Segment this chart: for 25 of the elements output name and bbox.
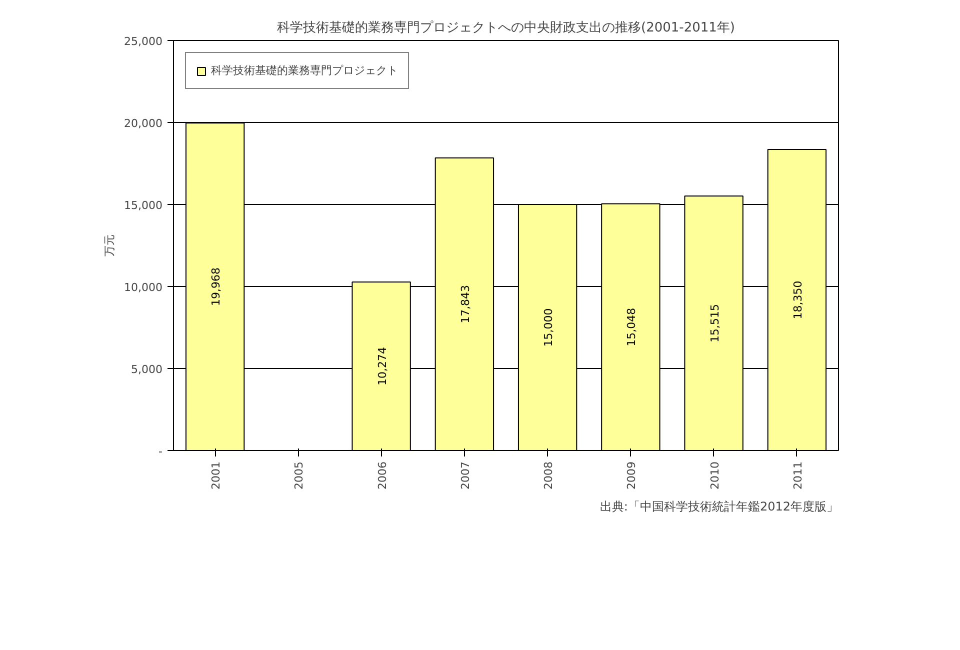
x-tick-label: 2009 bbox=[625, 461, 638, 490]
y-tick-label: 15,000 bbox=[124, 199, 163, 212]
x-tick-label: 2007 bbox=[458, 461, 472, 490]
data-label: 10,274 bbox=[376, 347, 389, 386]
data-label: 19,968 bbox=[210, 268, 223, 306]
data-label: 15,000 bbox=[542, 308, 556, 347]
y-tick-label: - bbox=[158, 445, 163, 458]
y-tick-label: 20,000 bbox=[124, 117, 163, 130]
data-label: 17,843 bbox=[458, 284, 472, 324]
legend-label: 科学技術基礎的業務専門プロジェクト bbox=[211, 63, 398, 78]
data-label: 18,350 bbox=[791, 280, 804, 320]
y-tick-label: 10,000 bbox=[124, 281, 163, 294]
y-tick-label: 5,000 bbox=[131, 363, 163, 376]
x-tick-label: 2008 bbox=[542, 461, 556, 490]
x-tick-label: 2011 bbox=[791, 461, 804, 490]
source-note: 出典:「中国科学技術統計年鑑2012年度版」 bbox=[600, 500, 839, 514]
data-label: 15,515 bbox=[708, 304, 722, 343]
y-tick-label: 25,000 bbox=[124, 35, 163, 48]
x-tick-label: 2006 bbox=[376, 461, 389, 490]
x-tick-label: 2001 bbox=[210, 461, 223, 490]
x-tick-label: 2010 bbox=[708, 461, 722, 490]
x-tick-label: 2005 bbox=[292, 461, 306, 490]
chart-title: 科学技術基礎的業務専門プロジェクトへの中央財政支出の推移(2001-2011年) bbox=[277, 20, 736, 36]
y-axis-title: 万元 bbox=[103, 234, 116, 256]
data-label: 15,048 bbox=[625, 308, 638, 346]
